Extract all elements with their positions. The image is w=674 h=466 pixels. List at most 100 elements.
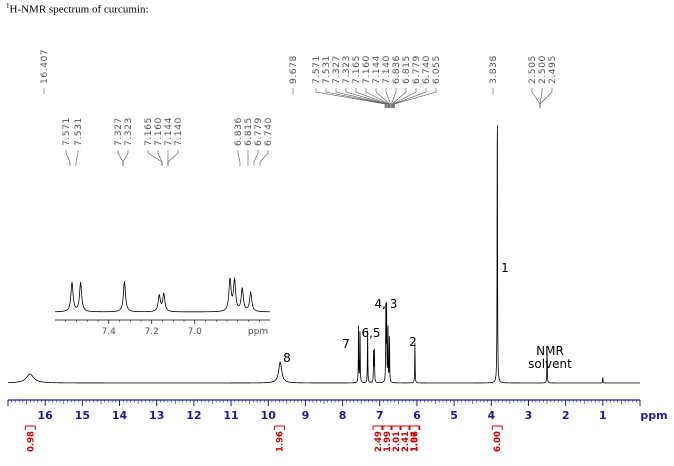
peak-shift-label: 7.140 xyxy=(381,55,392,84)
x-tick-label: 2 xyxy=(562,409,570,422)
inset-leader-line xyxy=(167,150,179,166)
peak-shift-label: 7.144 xyxy=(371,55,382,84)
integral-value: 1.99 xyxy=(383,431,393,452)
assignment-label: 8 xyxy=(283,351,291,365)
inset-peak-shift-label: 7.323 xyxy=(123,117,134,146)
peak-leader-line xyxy=(375,88,391,108)
peak-shift-label: 3.838 xyxy=(488,55,499,84)
x-tick-label: 14 xyxy=(112,409,128,422)
inset-peak-shift-label: 6.836 xyxy=(233,117,244,146)
peak-leader-line xyxy=(385,88,391,108)
x-tick-label: 1 xyxy=(599,409,607,422)
inset-peak-shift-label: 7.140 xyxy=(173,117,184,146)
title-text: H-NMR spectrum of curcumin: xyxy=(9,3,149,16)
peak-shift-label: 7.531 xyxy=(321,55,332,84)
assignment-label: 2 xyxy=(409,335,417,349)
inset-peak-shift-label: 7.327 xyxy=(113,117,124,146)
peak-shift-label: 6.815 xyxy=(401,55,412,84)
assignment-label: 1 xyxy=(501,261,509,275)
peak-leader-line xyxy=(391,88,407,108)
peak-shift-label: 7.571 xyxy=(311,55,322,84)
peak-shift-label: 6.740 xyxy=(421,55,432,84)
x-tick-label: 7 xyxy=(376,409,384,422)
peak-leader-line xyxy=(315,88,386,108)
title-superscript: 1 xyxy=(6,2,10,10)
inset-leader-line xyxy=(122,150,129,166)
integral-value: 6.00 xyxy=(493,431,503,452)
integral-value: 2.49 xyxy=(374,431,384,452)
peak-leader-line xyxy=(539,88,553,108)
x-tick-label: 10 xyxy=(261,409,277,422)
inset-peak-shift-label: 6.740 xyxy=(263,117,274,146)
inset-leader-line xyxy=(117,150,124,166)
peak-leader-line xyxy=(394,88,437,108)
inset-leader-line xyxy=(75,150,79,166)
inset-peak-shift-label: 7.165 xyxy=(143,117,154,146)
peak-shift-label: 2.495 xyxy=(547,55,558,84)
peak-leader-line xyxy=(345,88,388,108)
x-tick-label: 5 xyxy=(450,409,458,422)
x-tick-label: 8 xyxy=(339,409,347,422)
peak-shift-label: 6.836 xyxy=(391,55,402,84)
integral-value: 2.01 xyxy=(392,431,402,452)
x-tick-label: 4 xyxy=(487,409,495,422)
x-tick-label: 13 xyxy=(149,409,164,422)
peak-shift-label: 7.165 xyxy=(351,55,362,84)
inset-peak-shift-label: 7.160 xyxy=(153,117,164,146)
peak-leader-line xyxy=(393,88,427,108)
integral-value: 1.06 xyxy=(411,431,421,452)
inset-peak-shift-label: 7.144 xyxy=(163,117,174,146)
inset-leader-line xyxy=(237,150,241,166)
x-tick-label: 16 xyxy=(38,409,54,422)
inset-tick-label: 7.2 xyxy=(145,327,159,337)
peak-shift-label: 7.160 xyxy=(361,55,372,84)
inset-axis-label: ppm xyxy=(248,327,268,337)
assignment-label: 4, 3 xyxy=(375,297,398,311)
inset-leader-line xyxy=(253,150,259,166)
peak-shift-label: 16.407 xyxy=(39,49,50,84)
integral-value: 1.97 xyxy=(410,431,420,452)
inset-tick-label: 7.0 xyxy=(188,327,203,337)
x-tick-label: 12 xyxy=(186,409,201,422)
assignment-label: 6,5 xyxy=(361,326,380,340)
figure-title: 1H-NMR spectrum of curcumin: xyxy=(6,2,149,16)
peak-shift-label: 6.055 xyxy=(431,55,442,84)
peak-leader-line xyxy=(325,88,387,108)
inset-tick-label: 7.4 xyxy=(102,327,117,337)
peak-leader-line xyxy=(335,88,387,108)
peak-leader-line xyxy=(355,88,389,108)
peak-shift-label: 7.327 xyxy=(331,55,342,84)
peak-shift-label: 6.779 xyxy=(411,55,422,84)
assignment-label: 7 xyxy=(342,337,350,351)
x-axis-label: ppm xyxy=(640,409,667,422)
peak-leader-line xyxy=(365,88,390,108)
x-tick-label: 11 xyxy=(223,409,238,422)
inset-leader-line xyxy=(259,150,269,166)
x-tick-label: 6 xyxy=(413,409,421,422)
assignment-label: solvent xyxy=(528,357,572,371)
peak-shift-label: 2.505 xyxy=(527,55,538,84)
integral-value: 1.96 xyxy=(275,431,285,452)
spectrum-line xyxy=(7,125,640,384)
inset-peak-shift-label: 7.531 xyxy=(73,117,84,146)
x-tick-label: 3 xyxy=(525,409,533,422)
integral-value: 2.41 xyxy=(401,431,411,452)
x-tick-label: 9 xyxy=(302,409,310,422)
peak-leader-line xyxy=(392,88,417,108)
peak-leader-line xyxy=(531,88,541,108)
inset-peak-shift-label: 6.779 xyxy=(253,117,264,146)
x-tick-label: 15 xyxy=(75,409,90,422)
inset-leader-line xyxy=(65,150,71,166)
inset-spectrum-line xyxy=(55,277,270,313)
peak-shift-label: 9.678 xyxy=(288,55,299,84)
assignment-label: NMR xyxy=(536,344,564,358)
integral-value: 0.98 xyxy=(26,431,36,452)
inset-leader-line xyxy=(157,150,163,166)
peak-shift-label: 2.500 xyxy=(537,55,548,84)
peak-leader-line xyxy=(391,88,397,108)
peak-shift-label: 7.323 xyxy=(341,55,352,84)
inset-peak-shift-label: 7.571 xyxy=(61,117,72,146)
inset-peak-shift-label: 6.815 xyxy=(243,117,254,146)
